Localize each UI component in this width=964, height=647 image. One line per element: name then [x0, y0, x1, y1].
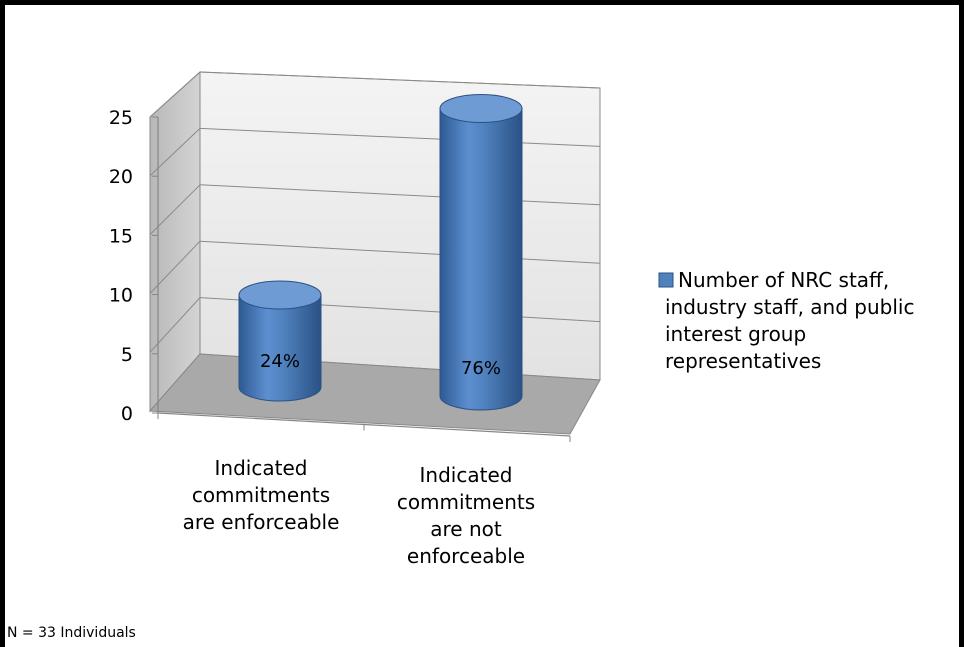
legend-label-line: representatives [665, 349, 821, 373]
y-tick-label: 0 [121, 403, 133, 425]
gridline-back [199, 127, 601, 147]
legend-label-line: industry staff, and public [665, 295, 914, 319]
y-tick-label: 5 [121, 344, 133, 366]
gridline-back [199, 71, 601, 89]
sample-size-note: N = 33 Individuals [7, 625, 136, 641]
category-label-line: commitments [397, 490, 535, 514]
bar-cylinder: 24% [238, 280, 322, 402]
y-tick-label: 25 [109, 107, 133, 129]
legend-label-line: Number of NRC staff, [678, 268, 889, 292]
bar-top [238, 280, 322, 310]
category-labels: Indicated commitments are enforceableIndic… [183, 456, 536, 568]
category-label: Indicated commitments are enforceable [183, 456, 340, 534]
data-label: 24% [260, 351, 300, 372]
legend-label-line: interest group [665, 322, 806, 346]
legend-swatch [658, 272, 674, 288]
category-label: Indicated commitments are not enforceable [397, 463, 535, 568]
bars: 24% 76% [238, 94, 523, 411]
gridline-back [199, 240, 601, 264]
legend-label: Number of NRC staff, industry staff, and … [665, 268, 914, 373]
y-tick-label: 10 [109, 285, 133, 307]
y-tick-label: 15 [109, 225, 133, 247]
bar-cylinder: 76% [439, 94, 523, 411]
x-tick-marks [157, 413, 571, 442]
legend: Number of NRC staff, industry staff, and … [658, 268, 914, 373]
category-label-line: Indicated [215, 456, 308, 480]
gridline-side [149, 71, 201, 118]
bar-body [238, 294, 322, 402]
category-label-line: Indicated [420, 463, 513, 487]
category-label-line: enforceable [407, 544, 525, 568]
plot-walls [148, 70, 601, 435]
category-label-line: are enforceable [183, 510, 340, 534]
gridline-back [199, 184, 601, 206]
bar-body [439, 108, 523, 411]
category-label-line: are not [430, 517, 502, 541]
y-tick-labels: 0 5 10 15 20 25 [109, 107, 158, 425]
data-label: 76% [461, 358, 501, 379]
y-tick-label: 20 [109, 166, 133, 188]
bar-top [439, 94, 523, 123]
category-label-line: commitments [192, 483, 330, 507]
